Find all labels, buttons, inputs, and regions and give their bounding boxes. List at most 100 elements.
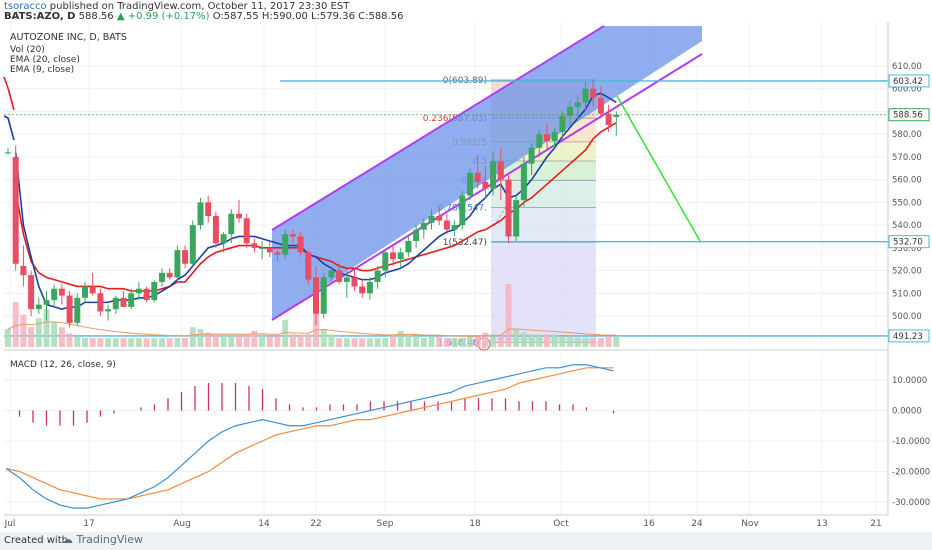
- symbol-text: BATS:AZO, D: [4, 11, 76, 22]
- candle-body: [212, 216, 219, 244]
- candle-body: [459, 195, 466, 226]
- fib-trend-line: [493, 196, 513, 227]
- change-text: +0.99 (+0.17%): [127, 11, 210, 22]
- macd-tick-label: 10.0000: [892, 376, 927, 386]
- volume-bar: [328, 334, 335, 347]
- volume-bar: [51, 321, 58, 347]
- volume-bar: [297, 334, 304, 347]
- price-tick-label: 520.00: [892, 267, 922, 277]
- candle-body: [297, 236, 304, 253]
- volume-bar: [528, 334, 535, 347]
- publish-line: tsoracco published on TradingView.com, O…: [4, 1, 349, 12]
- price-label-text: 588.56: [893, 111, 923, 121]
- candle-body: [151, 281, 158, 301]
- tradingview-logo[interactable]: ☁ TradingView: [62, 533, 143, 546]
- volume-bar: [597, 338, 604, 347]
- fib-level-label: 1(532.47): [443, 238, 487, 248]
- volume-bar: [513, 329, 520, 347]
- candle-body: [420, 222, 427, 230]
- time-tick-label: 22: [310, 519, 321, 529]
- author-link[interactable]: tsoracco: [4, 1, 47, 12]
- volume-bar: [151, 338, 158, 347]
- candle-body: [166, 272, 173, 278]
- price-label-box: [888, 108, 930, 122]
- volume-bar: [451, 338, 458, 347]
- volume-bar: [390, 334, 396, 347]
- volume-bar: [505, 284, 512, 347]
- volume-bar: [336, 338, 343, 347]
- price-tick-label: 510.00: [892, 289, 922, 299]
- volume-bar: [320, 329, 327, 347]
- candle-body: [97, 293, 104, 312]
- time-tick-label: Sep: [377, 519, 394, 529]
- target-projection-line: [616, 95, 701, 242]
- volume-bar: [12, 302, 19, 347]
- ohlc-text: O:587.55 H:590.00 L:579.36 C:588.56: [212, 11, 404, 22]
- candle-body: [105, 309, 112, 312]
- time-tick-label: Oct: [553, 519, 569, 529]
- volume-bar: [66, 333, 73, 347]
- price-tick-label: 570.00: [892, 153, 922, 163]
- volume-bar: [497, 334, 504, 347]
- candle-body: [189, 225, 196, 264]
- price-label-text: 603.42: [893, 77, 923, 87]
- candle-body: [251, 243, 258, 248]
- candle-body: [20, 266, 27, 276]
- volume-bar: [366, 338, 373, 347]
- candle-body: [390, 252, 396, 260]
- candle-body: [536, 134, 543, 148]
- volume-bar: [274, 336, 281, 347]
- volume-bar: [89, 338, 96, 347]
- volume-bar: [536, 334, 543, 347]
- price-tick-label: 560.00: [892, 176, 922, 186]
- candle-body: [474, 172, 481, 182]
- candle-body: [197, 202, 204, 226]
- price-label-text: 491.23: [893, 332, 923, 342]
- candle-body: [120, 297, 127, 307]
- volume-bar: [374, 338, 381, 347]
- price-tick-label: 500.00: [892, 312, 922, 322]
- candle-body: [274, 252, 281, 255]
- volume-bar: [205, 332, 212, 347]
- candle-body: [328, 270, 335, 278]
- volume-bar: [359, 338, 366, 347]
- candle-body: [436, 216, 443, 221]
- candle-body: [544, 134, 550, 141]
- volume-bar: [35, 318, 42, 347]
- price-chart[interactable]: 0(603.89)0.236(587.03)0.382(50.50.6180.7…: [0, 0, 932, 532]
- volume-bar: [228, 334, 235, 347]
- candle-body: [443, 220, 450, 230]
- candle-body: [382, 252, 389, 271]
- macd-grid: [4, 349, 888, 515]
- candle-body: [567, 106, 574, 116]
- price-labels: 603.42 588.56 532.70 491.23: [888, 74, 930, 343]
- macd-signal-line: [5, 367, 614, 500]
- macd-legend: MACD (12, 26, close, 9): [10, 360, 116, 370]
- candle-body: [5, 152, 11, 154]
- candle-body: [505, 179, 512, 237]
- candle-body: [490, 161, 497, 189]
- macd-tick-label: -20.0000: [892, 468, 930, 478]
- volume-bar: [236, 334, 242, 347]
- volume-bar: [5, 329, 11, 347]
- price-label-box: [888, 74, 930, 88]
- time-tick-label: 24: [691, 519, 703, 529]
- up-arrow-icon: ▲: [116, 11, 125, 22]
- price-tick-label: 550.00: [892, 198, 922, 208]
- candle-body: [528, 147, 535, 164]
- candle-body: [43, 300, 50, 305]
- time-tick-label: Nov: [741, 519, 759, 529]
- candle-body: [112, 297, 119, 310]
- candle-body: [428, 216, 435, 223]
- macd-line: [5, 364, 614, 509]
- volume-bar: [182, 338, 189, 347]
- candle-body: [205, 202, 212, 216]
- candle-body: [351, 277, 358, 287]
- volume-bar: [266, 336, 273, 347]
- volume-bar: [413, 336, 420, 347]
- candle-body: [12, 156, 19, 264]
- candle-body: [413, 229, 420, 241]
- candle-body: [513, 200, 520, 237]
- volume-bar: [613, 336, 620, 347]
- candle-body: [228, 213, 235, 235]
